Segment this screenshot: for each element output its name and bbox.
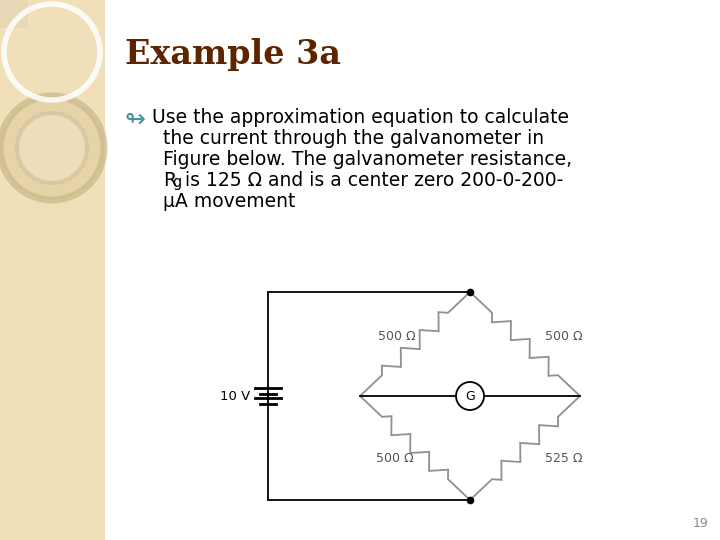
Text: 19: 19 bbox=[692, 517, 708, 530]
Text: 500 Ω: 500 Ω bbox=[378, 329, 416, 342]
Text: Figure below. The galvanometer resistance,: Figure below. The galvanometer resistanc… bbox=[163, 150, 572, 169]
Bar bbox=[0, 0, 28, 28]
Text: Use the approximation equation to calculate: Use the approximation equation to calcul… bbox=[152, 108, 569, 127]
Text: ↬: ↬ bbox=[125, 108, 146, 132]
Bar bbox=[0, 0, 105, 540]
Text: G: G bbox=[465, 390, 475, 403]
Text: 10 V: 10 V bbox=[220, 389, 250, 402]
Text: g: g bbox=[172, 175, 181, 190]
Text: R: R bbox=[163, 171, 176, 190]
Text: the current through the galvanometer in: the current through the galvanometer in bbox=[163, 129, 544, 148]
Text: 500 Ω: 500 Ω bbox=[376, 451, 414, 464]
Text: 500 Ω: 500 Ω bbox=[545, 329, 582, 342]
Circle shape bbox=[0, 96, 104, 200]
Text: μA movement: μA movement bbox=[163, 192, 295, 211]
Text: 525 Ω: 525 Ω bbox=[545, 451, 582, 464]
Text: Example 3a: Example 3a bbox=[125, 38, 341, 71]
Text: is 125 Ω and is a center zero 200-0-200-: is 125 Ω and is a center zero 200-0-200- bbox=[179, 171, 563, 190]
Circle shape bbox=[456, 382, 484, 410]
Circle shape bbox=[17, 113, 87, 183]
